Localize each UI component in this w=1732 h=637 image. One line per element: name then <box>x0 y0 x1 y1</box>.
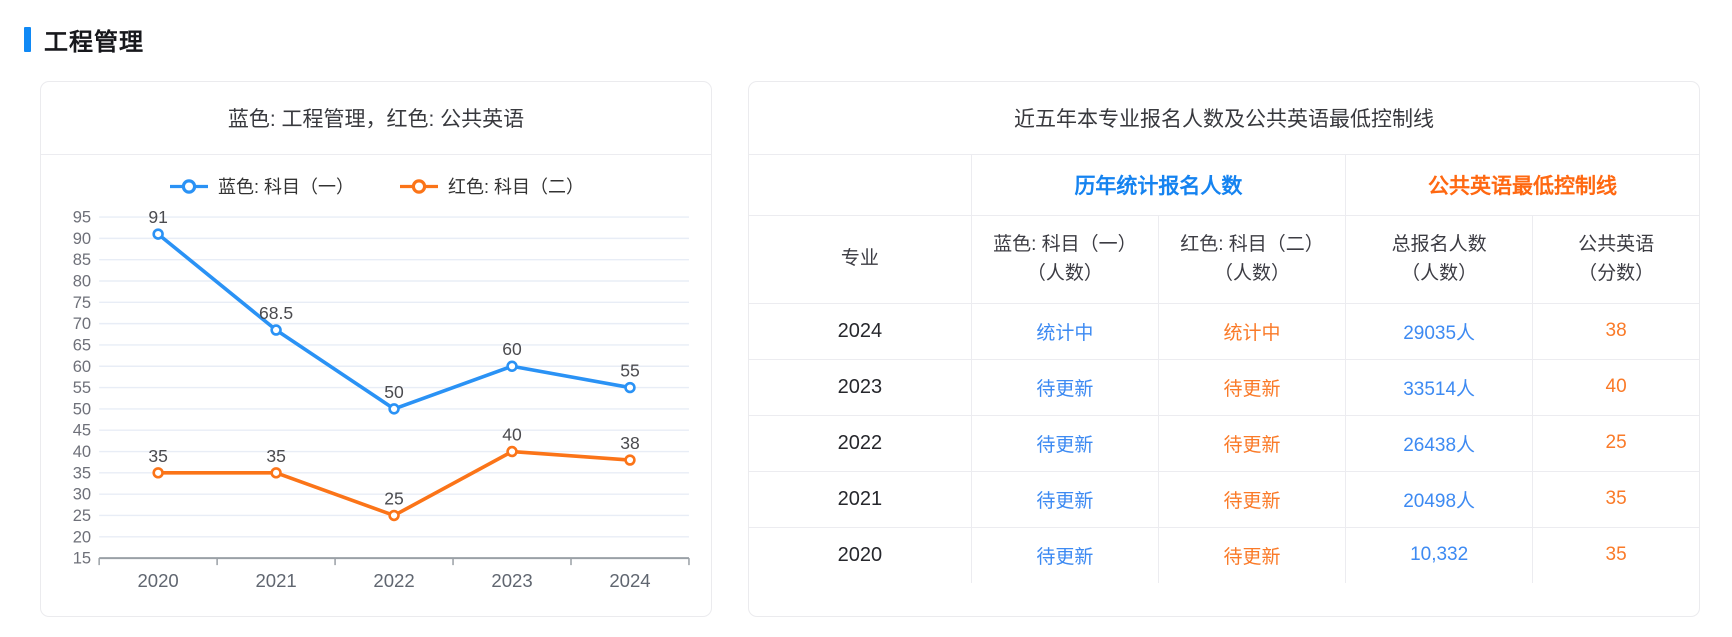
svg-text:80: 80 <box>73 272 91 291</box>
accent-bar-icon <box>24 27 31 52</box>
svg-text:20: 20 <box>73 527 91 546</box>
total-cell: 20498人 <box>1345 471 1534 528</box>
year-cell: 2020 <box>749 527 972 583</box>
legend-item-series-blue[interactable]: 蓝色: 科目（一） <box>168 173 354 199</box>
year-cell: 2023 <box>749 359 972 416</box>
chart-legend: 蓝色: 科目（一） 红色: 科目（二） <box>53 173 699 199</box>
svg-text:40: 40 <box>502 424 522 444</box>
svg-text:68.5: 68.5 <box>259 303 293 323</box>
svg-text:2022: 2022 <box>373 570 414 591</box>
table-row: 2024 统计中 统计中 29035人 38 <box>749 303 1699 360</box>
english-cell: 38 <box>1532 303 1699 360</box>
year-cell: 2022 <box>749 415 972 472</box>
english-cell: 35 <box>1605 544 1627 566</box>
svg-text:35: 35 <box>266 446 286 466</box>
column-header-row: 专业 蓝色: 科目（一） （人数） 红色: 科目（二） （人数） 总报名人数 （人数） 公共英… <box>749 215 1699 304</box>
chart-card-title: 蓝色: 工程管理，红色: 公共英语 <box>41 82 711 155</box>
column-header-0: 专业 <box>749 215 972 304</box>
svg-text:2023: 2023 <box>491 570 532 591</box>
svg-text:50: 50 <box>73 399 91 418</box>
subject2-cell: 待更新 <box>1158 471 1347 528</box>
svg-text:91: 91 <box>148 207 168 227</box>
legend-marker-icon <box>400 178 438 194</box>
table-card-title: 近五年本专业报名人数及公共英语最低控制线 <box>749 82 1699 155</box>
column-header-3: 总报名人数 （人数） <box>1345 215 1534 304</box>
legend-marker-icon <box>169 178 208 194</box>
svg-text:60: 60 <box>73 357 91 376</box>
total-cell: 29035人 <box>1345 303 1534 360</box>
table-card: 近五年本专业报名人数及公共英语最低控制线 历年统计报名人数 公共英语最低控制线 专业… <box>748 81 1700 618</box>
table-row: 2022 待更新 待更新 26438人 25 <box>749 415 1699 472</box>
legend-label: 蓝色: 科目（一） <box>217 177 354 197</box>
subject1-cell: 待更新 <box>971 471 1159 528</box>
table-row: 2023 待更新 待更新 33514人 40 <box>749 359 1699 416</box>
chart-body: 蓝色: 科目（一） 红色: 科目（二） 95 90 85 80 75 70 65 60 55 50 4… <box>41 155 711 616</box>
svg-text:40: 40 <box>73 442 91 461</box>
page: 工程管理 蓝色: 工程管理，红色: 公共英语 蓝色: 科目（一） 红色: 科目（二… <box>24 22 1708 618</box>
svg-text:30: 30 <box>73 485 91 504</box>
svg-text:2021: 2021 <box>255 570 296 591</box>
total-cell: 33514人 <box>1345 359 1534 416</box>
english-cell: 40 <box>1532 359 1699 416</box>
svg-text:70: 70 <box>73 314 91 333</box>
svg-text:55: 55 <box>620 361 640 381</box>
svg-text:65: 65 <box>73 335 91 354</box>
column-header-2: 红色: 科目（二） （人数） <box>1158 215 1347 304</box>
english-cell: 35 <box>1532 471 1699 528</box>
year-cell: 2021 <box>749 471 972 528</box>
subject1-cell: 待更新 <box>971 527 1159 583</box>
group-header-row: 历年统计报名人数 公共英语最低控制线 <box>749 155 1699 216</box>
line-chart: 95 90 85 80 75 70 65 60 55 50 45 40 35 30 25 20 15 2020 20… <box>73 207 690 591</box>
svg-text:50: 50 <box>384 382 404 402</box>
chart-card: 蓝色: 工程管理，红色: 公共英语 蓝色: 科目（一） 红色: 科目（二） 95 9… <box>40 81 712 618</box>
table-row: 2020 待更新 待更新 10,332 35 <box>749 527 1699 583</box>
svg-text:15: 15 <box>73 549 91 568</box>
subject2-cell: 待更新 <box>1158 415 1347 472</box>
svg-text:90: 90 <box>73 229 91 248</box>
subject2-cell: 统计中 <box>1158 303 1347 360</box>
page-title: 工程管理 <box>44 29 144 56</box>
svg-text:45: 45 <box>73 421 91 440</box>
svg-text:2024: 2024 <box>609 570 650 591</box>
svg-text:25: 25 <box>384 488 404 508</box>
english-cell: 25 <box>1532 415 1699 472</box>
svg-text:75: 75 <box>73 293 91 312</box>
group-header-empty <box>749 155 972 216</box>
column-header-4: 公共英语 （分数） <box>1532 215 1699 304</box>
svg-text:2020: 2020 <box>137 570 178 591</box>
total-cell: 10,332 <box>1345 527 1534 583</box>
subject1-cell: 待更新 <box>971 359 1159 416</box>
legend-label: 红色: 科目（二） <box>448 177 585 197</box>
content: 蓝色: 工程管理，红色: 公共英语 蓝色: 科目（一） 红色: 科目（二） 95 9… <box>24 81 1708 618</box>
stats-table: 历年统计报名人数 公共英语最低控制线 专业 蓝色: 科目（一） （人数） 红色: 科目（二… <box>749 155 1699 583</box>
svg-text:60: 60 <box>502 339 522 359</box>
svg-text:35: 35 <box>148 446 168 466</box>
group-header-blue: 历年统计报名人数 <box>971 155 1347 216</box>
table-row: 2021 待更新 待更新 20498人 35 <box>749 471 1699 528</box>
subject1-cell: 待更新 <box>971 415 1159 472</box>
legend-item-series-orange[interactable]: 红色: 科目（二） <box>398 173 584 199</box>
svg-text:25: 25 <box>73 506 91 525</box>
group-header-orange: 公共英语最低控制线 <box>1345 155 1699 216</box>
svg-text:85: 85 <box>73 250 91 269</box>
total-cell: 26438人 <box>1345 415 1534 472</box>
subject1-cell: 统计中 <box>971 303 1159 360</box>
year-cell: 2024 <box>749 303 972 360</box>
subject2-cell: 待更新 <box>1158 359 1347 416</box>
svg-text:55: 55 <box>73 378 91 397</box>
page-header: 工程管理 <box>24 22 1708 57</box>
subject2-cell: 待更新 <box>1158 527 1347 583</box>
svg-text:95: 95 <box>73 208 91 227</box>
svg-text:38: 38 <box>620 433 640 453</box>
column-header-1: 蓝色: 科目（一） （人数） <box>971 215 1159 304</box>
svg-text:35: 35 <box>73 463 91 482</box>
